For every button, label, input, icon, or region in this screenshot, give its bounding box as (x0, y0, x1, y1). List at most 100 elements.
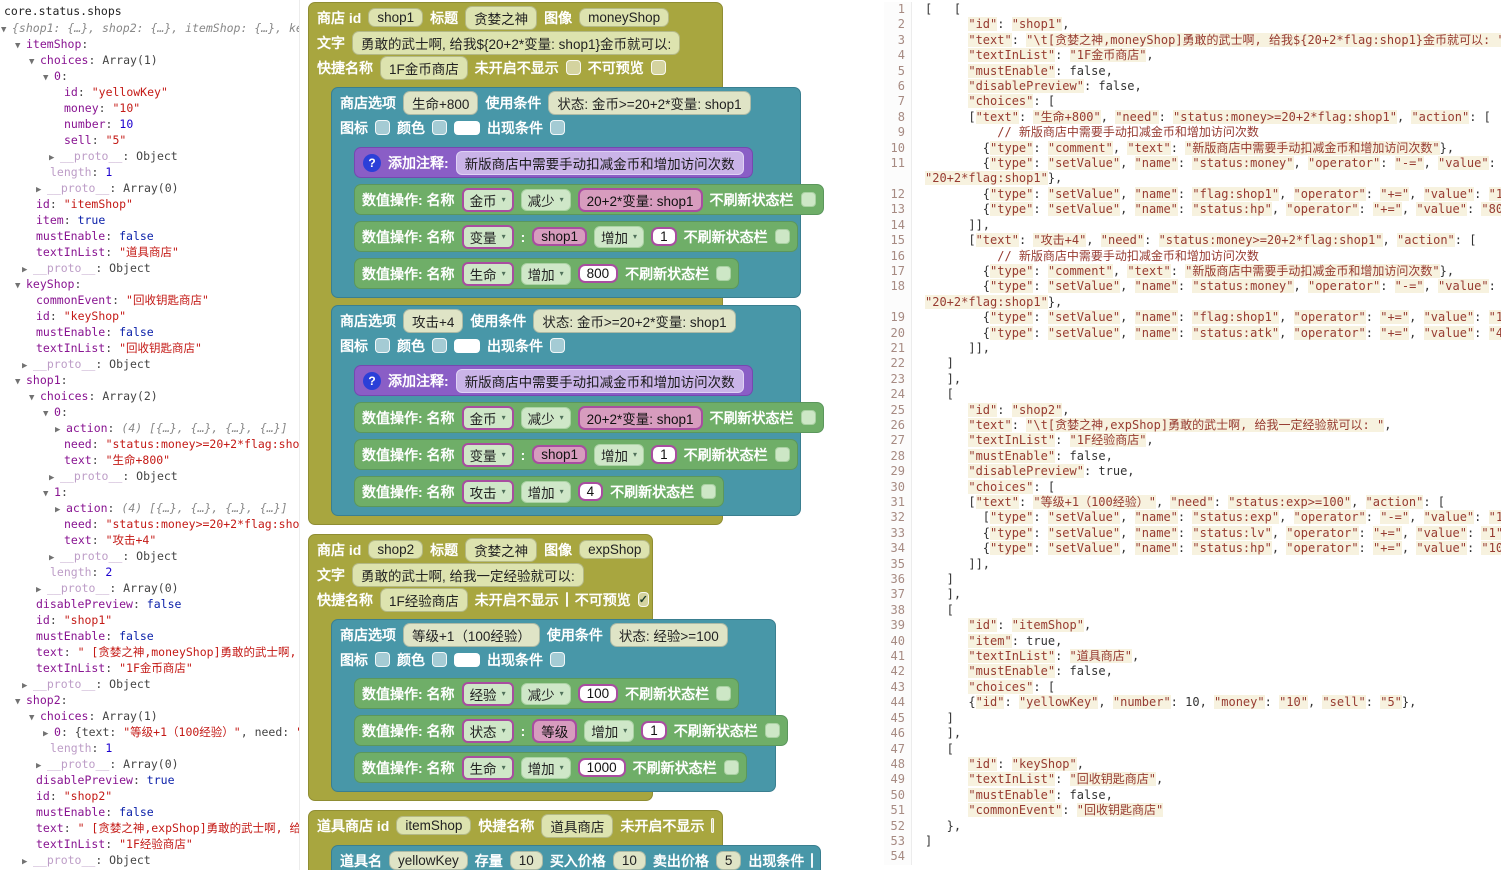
checkbox[interactable] (650, 60, 666, 75)
code-line[interactable]: 24 [ (884, 387, 1501, 403)
code-line[interactable]: 42 "mustEnable": false, (884, 664, 1501, 680)
checkbox[interactable] (774, 229, 790, 244)
checkbox[interactable] (432, 652, 447, 667)
checkbox[interactable] (811, 853, 814, 868)
code-text[interactable]: "item": true, (968, 633, 1063, 648)
checkbox[interactable] (375, 120, 390, 135)
collapse-arrow-icon[interactable]: ▶ (22, 361, 28, 371)
setvalue-block[interactable]: 数值操作: 名称 生命 ▾ 增加 ▾ 1000 不刷新状态栏 (354, 752, 747, 783)
checkbox[interactable] (800, 192, 816, 207)
code-line[interactable]: 37 ], (884, 587, 1501, 603)
code-line[interactable]: 47 [ (884, 741, 1501, 757)
value-field[interactable]: 1 (651, 227, 677, 246)
code-text[interactable]: {"type": "comment", "text": "新版商店中需要手动扣减… (925, 140, 1455, 155)
code-line[interactable]: 33 {"type": "setValue", "name": "status:… (884, 525, 1501, 542)
code-line[interactable]: 6 "disablePreview": false, (884, 79, 1501, 95)
comment-block[interactable]: ? 添加注释: 新版商店中需要手动扣减金币和增加访问次数 (354, 365, 753, 396)
dropdown-field[interactable]: 变量 ▾ (461, 442, 514, 467)
code-text[interactable]: ] (925, 833, 933, 848)
shop-option-block[interactable]: 商店选项 等级+1（100经验） 使用条件 状态: 经验>=100 图标 颜色 出现条件 数值… (331, 619, 788, 792)
code-text[interactable]: ]], (925, 217, 991, 232)
code-text[interactable]: ["text": "等级+1（100经验）", "need": "status:… (925, 495, 1445, 509)
text-field[interactable]: 状态: 金币>=20+2*变量: shop1 (548, 90, 751, 115)
code-line[interactable]: 36 ] (884, 572, 1501, 588)
value-field[interactable]: 1000 (577, 758, 626, 777)
shop-option-block[interactable]: 商店选项 攻击+4 使用条件 状态: 金币>=20+2*变量: shop1 图标 颜色 出现… (331, 305, 824, 516)
code-text[interactable]: {"type": "setValue", "name": "flag:shop1… (912, 310, 1501, 325)
collapse-arrow-icon[interactable]: ▶ (36, 585, 42, 595)
comment-block[interactable]: ? 添加注释: 新版商店中需要手动扣减金币和增加访问次数 (354, 147, 753, 178)
code-line[interactable]: 41 "textInList": "道具商店", (884, 649, 1501, 665)
code-text[interactable]: {"type": "setValue", "name": "status:mon… (925, 279, 1496, 309)
checkbox[interactable] (716, 686, 732, 701)
code-text[interactable]: "mustEnable": false, (968, 664, 1113, 679)
dropdown-field[interactable]: 金币 ▾ (461, 187, 514, 212)
collapse-arrow-icon[interactable]: ▶ (43, 729, 49, 739)
text-field[interactable]: shop2 (368, 540, 424, 559)
code-text[interactable]: ["text": "攻击+4", "need": "status:money>=… (925, 233, 1477, 248)
code-line[interactable]: 40 "item": true, (884, 633, 1501, 650)
value-field[interactable]: 1 (641, 721, 667, 740)
text-field[interactable]: 生命+800 (403, 90, 479, 115)
code-line[interactable]: 54 (884, 849, 1501, 865)
code-text[interactable]: "mustEnable": false, (968, 63, 1113, 78)
checkbox[interactable] (375, 338, 390, 353)
checkbox[interactable] (701, 484, 717, 499)
text-field[interactable]: 10 (612, 851, 646, 870)
collapse-arrow-icon[interactable]: ▶ (55, 425, 61, 435)
code-text[interactable]: ] (925, 572, 954, 587)
setvalue-block[interactable]: 数值操作: 名称 生命 ▾ 增加 ▾ 800 不刷新状态栏 (354, 258, 740, 289)
checkbox[interactable] (432, 120, 447, 135)
expand-arrow-icon[interactable]: ▼ (29, 713, 35, 723)
code-line[interactable]: 29 "disablePreview": true, (884, 464, 1501, 480)
code-text[interactable]: {"type": "setValue", "name": "status:atk… (912, 325, 1501, 341)
code-line[interactable]: 35 ]], (884, 556, 1501, 573)
code-line[interactable]: 49 "textInList": "回收钥匙商店", (884, 772, 1501, 788)
code-line[interactable]: 18 {"type": "setValue", "name": "status:… (884, 279, 1501, 311)
checkbox[interactable] (800, 410, 816, 425)
code-line[interactable]: 44 {"id": "yellowKey", "number": 10, "mo… (884, 695, 1501, 711)
text-field[interactable]: shop1 (368, 8, 424, 27)
code-line[interactable]: 38 [ (884, 602, 1501, 619)
text-field[interactable]: 道具商店 (541, 813, 614, 838)
code-line[interactable]: 25 "id": "shop2", (884, 402, 1501, 418)
value-field[interactable]: 4 (577, 482, 604, 501)
code-line[interactable]: 28 "mustEnable": false, (884, 448, 1501, 465)
dropdown-field[interactable]: 增加 ▾ (520, 756, 571, 779)
item-shop-block[interactable]: 道具商店 id itemShop 快捷名称 道具商店 未开启不显示 道具名 yellowKe… (308, 810, 821, 870)
collapse-arrow-icon[interactable]: ▶ (22, 857, 28, 867)
checkbox[interactable] (550, 338, 565, 353)
dropdown-field[interactable]: 生命 ▾ (461, 755, 514, 780)
expand-arrow-icon[interactable]: ▼ (15, 377, 21, 387)
code-line[interactable]: 39 "id": "itemShop", (884, 618, 1501, 634)
value-field[interactable]: 100 (577, 684, 619, 703)
text-field[interactable]: itemShop (396, 816, 472, 835)
checkbox[interactable] (565, 60, 581, 75)
code-text[interactable]: ] (925, 356, 954, 371)
expand-arrow-icon[interactable]: ▼ (29, 393, 35, 403)
setvalue-block[interactable]: 数值操作: 名称 金币 ▾ 减少 ▾ 20+2*变量: shop1 不刷新状态栏 (354, 184, 824, 215)
code-text[interactable]: "textInList": "1F金币商店", (968, 48, 1154, 63)
shop-block-shop2[interactable]: 商店 id shop2 标题 贪婪之神 图像 expShop 文字 勇敢的武士啊, 给我一定经… (308, 534, 788, 801)
dropdown-field[interactable]: 增加 ▾ (520, 480, 571, 503)
code-line[interactable]: 16 // 新版商店中需要手动扣减金币和增加访问次数 (884, 248, 1501, 264)
dropdown-field[interactable]: 变量 ▾ (461, 224, 514, 249)
text-field[interactable]: 10 (509, 851, 543, 870)
expand-arrow-icon[interactable]: ▼ (43, 489, 49, 499)
code-text[interactable] (912, 849, 925, 864)
code-line[interactable]: 4 "textInList": "1F金币商店", (884, 48, 1501, 64)
code-line[interactable]: 7 "choices": [ (884, 94, 1501, 110)
code-text[interactable]: "mustEnable": false, (968, 448, 1113, 463)
code-line[interactable]: 26 "text": "\t[贪婪之神,expShop]勇敢的武士啊, 给我一定… (884, 417, 1501, 434)
code-text[interactable]: // 新版商店中需要手动扣减金币和增加访问次数 (912, 249, 1259, 264)
expand-arrow-icon[interactable]: ▼ (15, 697, 21, 707)
checkbox[interactable] (774, 447, 790, 462)
color-swatch[interactable] (454, 652, 480, 667)
text-field[interactable]: 1F金币商店 (380, 55, 468, 80)
code-line[interactable]: 10 {"type": "comment", "text": "新版商店中需要手… (884, 140, 1501, 157)
setvalue-block[interactable]: 数值操作: 名称 经验 ▾ 减少 ▾ 100 不刷新状态栏 (354, 678, 740, 709)
dropdown-field[interactable]: 减少 ▾ (520, 188, 571, 211)
text-field[interactable]: expShop (579, 540, 651, 559)
code-text[interactable]: "disablePreview": true, (968, 464, 1135, 479)
code-line[interactable]: 15 ["text": "攻击+4", "need": "status:mone… (884, 233, 1501, 249)
